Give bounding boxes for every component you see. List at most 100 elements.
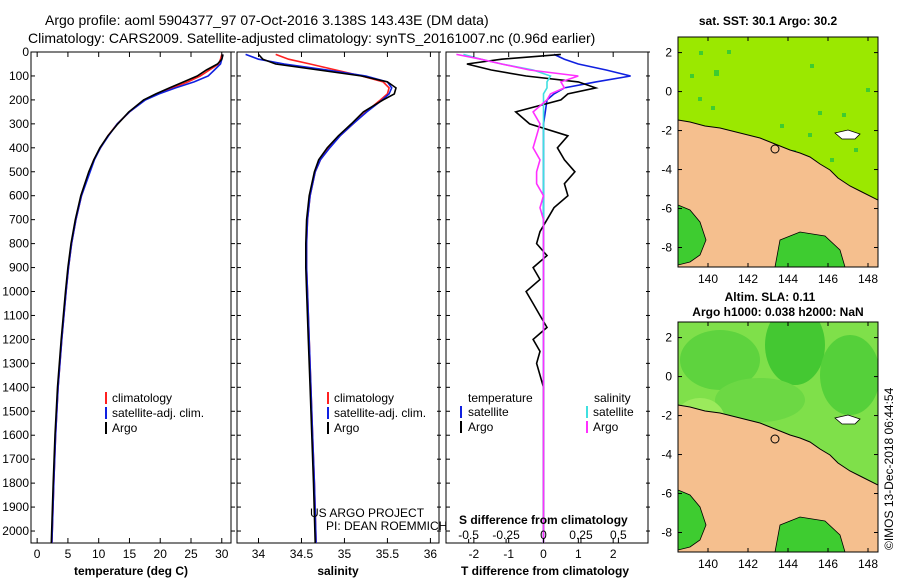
depth-tick-label: 200 (9, 93, 29, 107)
x-tick-label: 0 (540, 547, 547, 561)
credit-project: US ARGO PROJECT (310, 506, 425, 520)
lat-tick-label: -8 (661, 241, 672, 255)
s-tick-label: 0.5 (610, 528, 627, 542)
lon-tick-label: 148 (858, 557, 878, 571)
series-line-salinity-argo (456, 53, 579, 543)
temperature-lines (50, 54, 224, 543)
credit-pi: PI: DEAN ROEMMICH (326, 519, 447, 533)
x-tick-label: 35 (338, 547, 352, 561)
sst-pixel (690, 74, 694, 78)
sst-lat-ticks: 2 0 -2 -4 -6 -8 (661, 46, 878, 255)
legend-temp-argo: Argo (468, 420, 494, 434)
sla-new-guinea-land (678, 404, 878, 552)
series-line-temperature-satellite (542, 53, 631, 543)
legend-sal-satellite: satellite (593, 405, 634, 419)
temperature-legend: climatology satellite-adj. clim. Argo (105, 391, 204, 435)
sla-lon-ticks: 140 142 144 146 148 (698, 322, 878, 571)
depth-tick-label: 700 (9, 213, 29, 227)
s-tick-label: -0.5 (458, 528, 479, 542)
x-tick-label: 30 (215, 547, 229, 561)
sst-lon-ticks: 140 142 144 146 148 (698, 37, 878, 286)
lon-tick-label: 148 (858, 272, 878, 286)
legend-temperature-title: temperature (468, 391, 533, 405)
difference-lines (456, 53, 631, 543)
sst-map-title: sat. SST: 30.1 Argo: 30.2 (699, 14, 838, 28)
sla-southern-water (774, 516, 846, 552)
series-line-climatology (51, 54, 223, 543)
difference-panel-frame (445, 51, 649, 544)
lat-tick-label: 2 (665, 331, 672, 345)
sla-map (678, 322, 878, 552)
depth-tick-label: 100 (9, 69, 29, 83)
s-difference-title: S difference from climatology (459, 513, 628, 527)
sst-pixel (854, 148, 858, 152)
lat-tick-label: -2 (661, 124, 672, 138)
x-tick-label: 2 (610, 547, 617, 561)
x-tick-label: 0 (34, 547, 41, 561)
depth-tick-label: 1200 (2, 332, 29, 346)
legend-salinity-title: salinity (594, 391, 631, 405)
salinity-legend: climatology satellite-adj. clim. Argo (327, 391, 426, 435)
salinity-panel-frame (236, 51, 440, 544)
salinity-lines (245, 53, 397, 543)
sst-pixel (810, 64, 814, 68)
x-tick-label: 5 (65, 547, 72, 561)
x-tick-label: 25 (184, 547, 198, 561)
sla-blob (820, 335, 878, 415)
x-tick-label: 34.5 (290, 547, 314, 561)
lon-tick-label: 142 (738, 272, 758, 286)
sst-pixel (714, 70, 719, 76)
depth-tick-label: 900 (9, 261, 29, 275)
series-line-satellite-adj-clim- (51, 54, 224, 543)
x-tick-label: 15 (123, 547, 137, 561)
salinity-xlabel: salinity (317, 564, 359, 578)
series-line-temperature-argo (466, 53, 599, 543)
x-tick-label: 1 (575, 547, 582, 561)
legend-climatology: climatology (112, 391, 172, 405)
lon-tick-label: 144 (778, 272, 798, 286)
lon-tick-label: 146 (818, 272, 838, 286)
x-tick-label: -1 (503, 547, 514, 561)
x-tick-label: 36 (424, 547, 438, 561)
lat-tick-label: 0 (665, 370, 672, 384)
sla-map-title2: Argo h1000: 0.038 h2000: NaN (692, 305, 863, 319)
sst-island (834, 129, 861, 140)
sst-pixel (866, 88, 870, 92)
series-line-argo (257, 53, 397, 543)
sla-map-title1: Altim. SLA: 0.11 (725, 290, 816, 304)
series-line-salinity-satellite (463, 53, 552, 543)
depth-tick-label: 1300 (2, 356, 29, 370)
depth-tick-label: 800 (9, 237, 29, 251)
temperature-panel-frame (30, 51, 232, 544)
lat-tick-label: -8 (661, 526, 672, 540)
temperature-x-ticks: 0 5 10 15 20 25 30 (34, 52, 229, 561)
legend-satellite-adj: satellite-adj. clim. (334, 406, 426, 420)
lat-tick-label: -4 (661, 163, 672, 177)
legend-sal-argo: Argo (593, 420, 619, 434)
t-difference-x-ticks: -2 -1 0 1 2 (469, 52, 617, 561)
s-tick-label: 0.25 (569, 528, 593, 542)
sst-southern-water (774, 231, 846, 267)
sla-argo-position-marker (770, 434, 780, 444)
legend-argo: Argo (334, 421, 360, 435)
lon-tick-label: 140 (698, 557, 718, 571)
series-line-argo (50, 54, 224, 543)
x-tick-label: 20 (154, 547, 168, 561)
temperature-xlabel: temperature (deg C) (74, 564, 188, 578)
difference-legend: temperature salinity satellite Argo sate… (460, 391, 634, 434)
series-line-satellite-adj-clim- (245, 53, 393, 543)
sst-argo-position-marker (770, 144, 780, 154)
depth-tick-label: 1400 (2, 380, 29, 394)
depth-tick-label: 300 (9, 117, 29, 131)
depth-tick-label: 1000 (2, 285, 29, 299)
lat-tick-label: -2 (661, 409, 672, 423)
sst-pixel (698, 97, 702, 101)
legend-climatology: climatology (334, 391, 394, 405)
header-line2: Climatology: CARS2009. Satellite-adjuste… (28, 30, 595, 46)
sla-blob (680, 330, 760, 390)
depth-tick-label: 500 (9, 165, 29, 179)
sst-pixel (727, 50, 731, 54)
sst-new-guinea-land (678, 119, 878, 267)
sst-pixel (711, 106, 715, 110)
x-tick-label: 34 (252, 547, 266, 561)
